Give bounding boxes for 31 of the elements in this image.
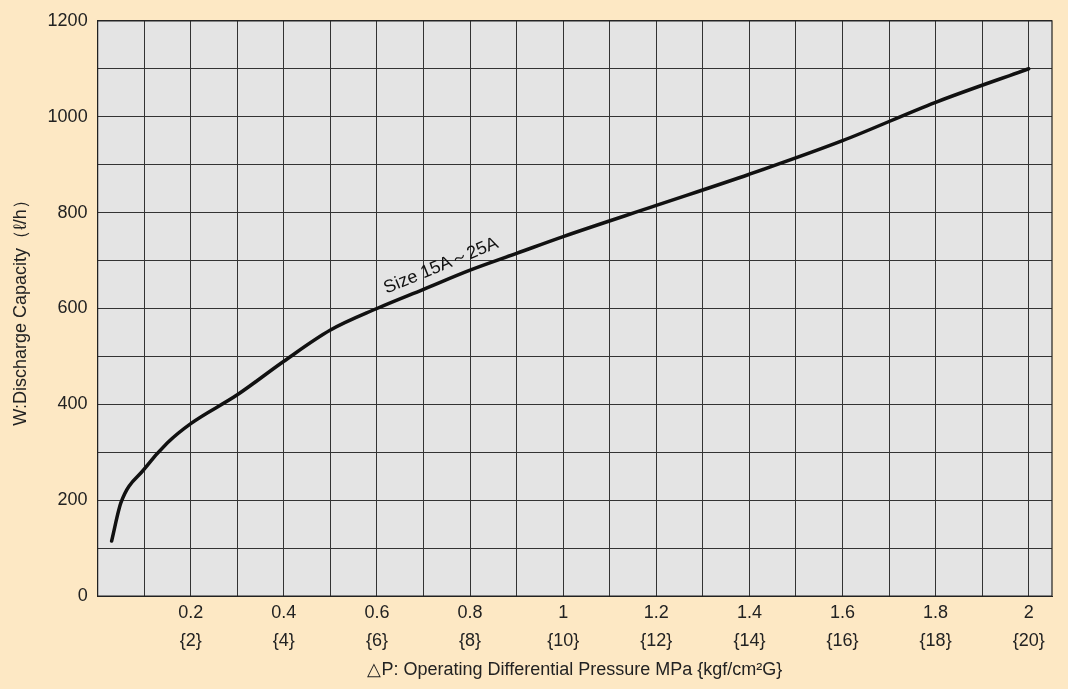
x2-tick-label: {14} [733,629,766,650]
x2-tick-label: {2} [179,629,202,650]
x-tick-label: 0.6 [364,601,390,622]
y-tick-label: 400 [57,393,88,414]
x2-tick-label: {4} [272,629,295,650]
x-tick-label: 1.4 [736,601,762,622]
x-tick-label: 1.6 [829,601,856,622]
text: Size 15A～25A [380,232,501,298]
x2-tick-label: {20} [1012,629,1045,650]
y-tick-label: 0 [77,585,88,606]
y-tick-label: 1200 [47,9,88,30]
x2-tick-label: {16} [826,629,859,650]
x-tick-label: 1.2 [643,601,669,622]
y-tick-label: 200 [57,489,88,510]
line-series [109,67,1031,543]
y-tick-label: 600 [57,297,88,318]
x-tick-label: 1.8 [923,601,949,622]
x-tick-label: 2 [1023,601,1034,622]
x2-tick-label: {12} [640,629,673,650]
x2-tick-label: {10} [547,629,580,650]
y-tick-label: 800 [57,201,88,222]
x2-tick-label: {8} [459,629,482,650]
x-tick-label: 0.2 [178,601,204,622]
x2-tick-label: {6} [365,629,388,650]
x-axis-title: △P: Operating Differential Pressure MPa {kgf/cm²G} [367,659,783,680]
x-tick-label: 1 [558,601,569,622]
x2-tick-label: {18} [919,629,952,650]
y-tick-label: 1000 [47,105,88,126]
x-tick-label: 0.4 [271,601,297,622]
x-tick-label: 0.8 [457,601,483,622]
y-axis-title: W:Discharge Capacity（ℓ/h） [9,191,30,426]
